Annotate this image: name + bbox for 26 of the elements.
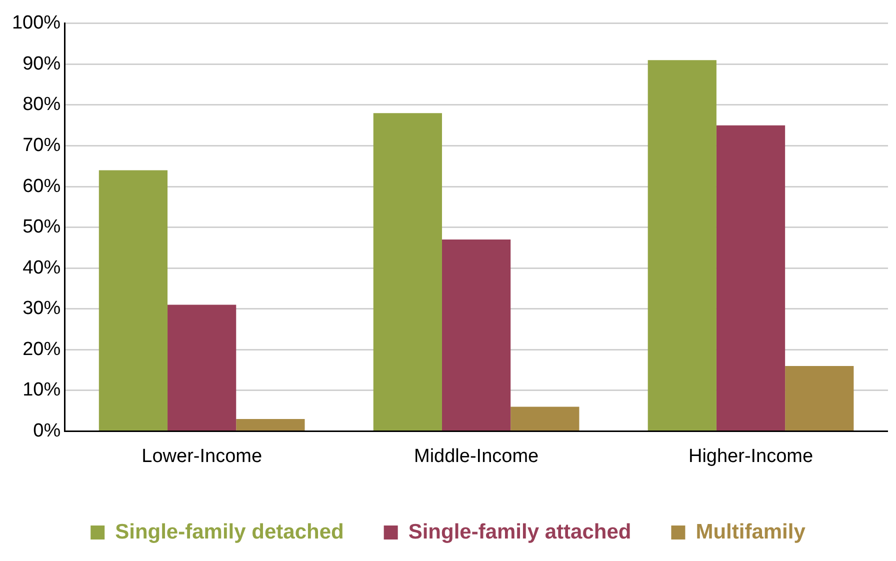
y-tick-label: 100%	[12, 12, 61, 34]
bar	[785, 366, 854, 430]
y-tick-label: 50%	[22, 216, 61, 238]
legend-label: Single-family attached	[408, 520, 632, 544]
y-tick-label: 60%	[22, 176, 61, 197]
bar	[716, 125, 786, 430]
legend-label: Multifamily	[696, 520, 806, 544]
bar	[236, 418, 305, 430]
y-tick-label: 10%	[22, 380, 61, 401]
y-tick-label: 20%	[22, 338, 61, 360]
bar	[168, 304, 236, 430]
y-tick-label: 80%	[22, 94, 61, 116]
y-tick-label: 0%	[33, 420, 61, 442]
x-tick-label: Lower-Income	[142, 446, 262, 467]
y-tick-label: 40%	[22, 257, 61, 278]
y-tick-label: 90%	[22, 53, 61, 74]
legend-label: Single-family detached	[115, 520, 344, 544]
y-tick-label: 70%	[22, 134, 61, 156]
y-tick-label: 30%	[22, 298, 61, 320]
bar	[442, 240, 511, 430]
bar	[510, 406, 580, 430]
x-tick-label: Middle-Income	[414, 446, 539, 467]
x-tick-label: Higher-Income	[688, 446, 814, 467]
bar	[648, 60, 716, 430]
bar	[373, 113, 442, 430]
bar	[98, 170, 168, 430]
